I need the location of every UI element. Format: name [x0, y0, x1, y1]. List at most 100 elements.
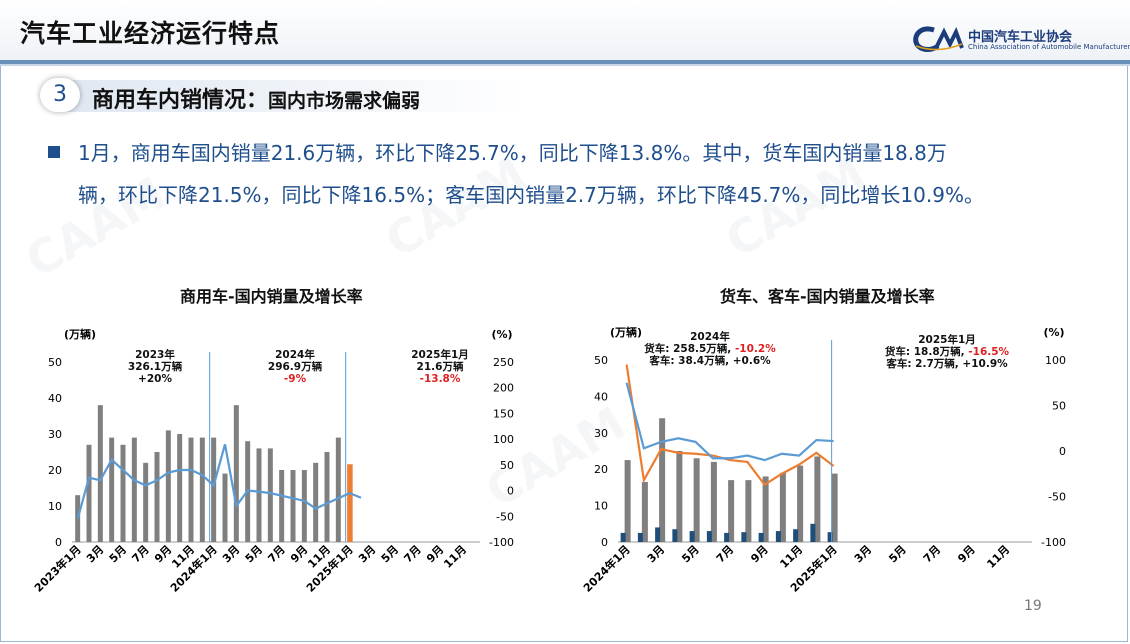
- chart2-y-tick-label: 20: [594, 463, 608, 476]
- chart2-y-tick-label: 50: [594, 354, 608, 367]
- chart1-x-tick-label: 11月: [441, 543, 469, 571]
- chart2-bus-bar: [706, 531, 712, 542]
- chart1-annotation-line: -9%: [284, 373, 307, 385]
- section-number: 3: [40, 78, 80, 112]
- chart1-bar: [120, 444, 126, 542]
- chart1-x-tick-label: 7月: [129, 543, 151, 565]
- chart2-x-tick-label: 3月: [645, 543, 667, 565]
- chart1-y-axis-label: (万辆): [64, 327, 96, 341]
- chart2-x-tick-label: 11月: [984, 543, 1012, 571]
- chart2-bus-bar: [827, 532, 833, 542]
- chart1-y2-axis-label: (%): [491, 328, 512, 341]
- chart2-truck-bar: [659, 418, 666, 542]
- chart2-y-tick-label: 10: [594, 500, 608, 513]
- chart2-x-tick-label: 7月: [921, 543, 943, 565]
- section-header-bg: [58, 80, 528, 112]
- chart1-bar: [143, 462, 149, 542]
- chart1-bar: [177, 434, 183, 542]
- chart2-y2-tick-label: -100: [1041, 536, 1066, 549]
- chart2-x-tick-label: 7月: [714, 543, 736, 565]
- chart1-bar: [233, 405, 239, 542]
- chart2-y2-tick-label: 100: [1045, 354, 1066, 367]
- chart2-bus-bar: [689, 531, 695, 542]
- chart2-bus-bar: [655, 527, 661, 542]
- chart1-x-tick-label: 5月: [107, 543, 129, 565]
- chart1-x-tick-label: 3月: [356, 543, 378, 565]
- chart1-x-tick-label: 5月: [243, 543, 265, 565]
- chart2-x-tick-label: 5月: [679, 543, 701, 565]
- chart1-bar: [301, 470, 307, 542]
- chart2-x-tick-label: 9月: [748, 543, 770, 565]
- chart2-bus-bar: [741, 532, 747, 542]
- chart2-annotation-line: 客车: 38.4万辆, +0.6%: [648, 354, 771, 367]
- logo-name-cn: 中国汽车工业协会: [968, 30, 1073, 45]
- chart1-y2-tick-label: 200: [493, 382, 514, 395]
- chart2-annotation-line: 2025年1月: [918, 333, 976, 346]
- chart1-growth-line: [76, 443, 362, 520]
- chart2-y-tick-label: 0: [601, 536, 608, 549]
- chart2-truck-bar: [676, 451, 683, 542]
- chart2-bus-growth-line: [625, 382, 834, 462]
- chart2-truck-bar: [814, 456, 821, 542]
- chart1-bar: [97, 405, 103, 542]
- section-subtitle: 国内市场需求偏弱: [268, 90, 421, 112]
- chart2-truck-bar: [641, 481, 648, 542]
- chart1-y-tick-label: 50: [48, 356, 62, 369]
- chart1-bar: [279, 470, 285, 542]
- chart2-bus-bar: [620, 532, 626, 542]
- chart2-annotation-line: 货车: 18.8万辆, -16.5%: [884, 345, 1010, 358]
- chart1-x-tick-label: 7月: [265, 543, 287, 565]
- chart2-truck-bar: [710, 461, 717, 542]
- chart2-bus-bar: [724, 532, 730, 542]
- chart1-bar: [86, 444, 92, 542]
- chart1-bar: [154, 452, 160, 542]
- page-title: 汽车工业经济运行特点: [20, 19, 281, 48]
- chart1-y2-tick-label: -100: [489, 536, 514, 549]
- chart1-annotation-line: +20%: [138, 373, 172, 385]
- chart2-x-tick-label: 5月: [886, 543, 908, 565]
- logo: 中国汽车工业协会 China Association of Automobile…: [912, 24, 1130, 56]
- chart1-bar: [188, 437, 194, 542]
- summary-text: 1月，商用车国内销量21.6万辆，环比下降25.7%，同比下降13.8%。其中，…: [78, 132, 1108, 216]
- chart1-y2-tick-label: -50: [496, 510, 514, 523]
- chart2-bus-bar: [793, 529, 799, 542]
- chart1-bar: [313, 462, 319, 542]
- chart2-x-tick-label: 3月: [852, 543, 874, 565]
- chart1-y-tick-label: 0: [55, 536, 62, 549]
- chart1-bar: [324, 452, 330, 542]
- chart2-annotation-line: 2024年: [690, 330, 730, 343]
- logo-name-en: China Association of Automobile Manufact…: [968, 43, 1130, 51]
- chart1-x-tick-label: 3月: [220, 543, 242, 565]
- chart1-annotation-line: 326.1万辆: [128, 360, 183, 373]
- chart1-bar: [347, 464, 353, 542]
- chart2-title: 货车、客车-国内销量及增长率: [720, 287, 935, 306]
- chart1-y-tick-label: 30: [48, 428, 62, 441]
- chart1-annotation-line: 2024年: [275, 348, 315, 361]
- chart1-bar: [109, 437, 115, 542]
- chart1-annotation-line: 2023年: [135, 348, 175, 361]
- chart2-annotation-line: 客车: 2.7万辆, +10.9%: [885, 357, 1008, 370]
- page-number: 19: [1024, 598, 1042, 614]
- chart1-y2-tick-label: 50: [500, 459, 514, 472]
- chart1-y2-tick-label: 100: [493, 433, 514, 446]
- chart2-truck-bar: [728, 480, 735, 542]
- chart1-bar: [211, 437, 217, 542]
- chart1-bar: [290, 470, 296, 542]
- chart2-bus-bar: [810, 523, 816, 542]
- chart1-x-tick-label: 2023年1月: [31, 542, 84, 595]
- summary-line-1: 1月，商用车国内销量21.6万辆，环比下降25.7%，同比下降13.8%。其中，…: [78, 141, 947, 165]
- chart2-bus-bar: [758, 532, 764, 542]
- chart2-truck-bar: [779, 472, 786, 542]
- chart2-y-tick-label: 40: [594, 390, 608, 403]
- chart2-x-tick-label: 11月: [777, 543, 805, 571]
- title-divider-light: [0, 64, 1130, 66]
- chart1-bar: [256, 448, 262, 542]
- chart1-y-tick-label: 40: [48, 392, 62, 405]
- chart1-y-tick-label: 10: [48, 500, 62, 513]
- chart1-bar: [131, 437, 137, 542]
- chart1-bar: [199, 437, 205, 542]
- chart2-truck-bar: [693, 458, 700, 542]
- chart1-y-tick-label: 20: [48, 464, 62, 477]
- chart2-trucks-buses: 0 10 20 30 40 50 -100 -50 0 50 100 (万辆) (%) 2024年货车: …: [580, 325, 1066, 595]
- chart1-y2-tick-label: 0: [507, 485, 514, 498]
